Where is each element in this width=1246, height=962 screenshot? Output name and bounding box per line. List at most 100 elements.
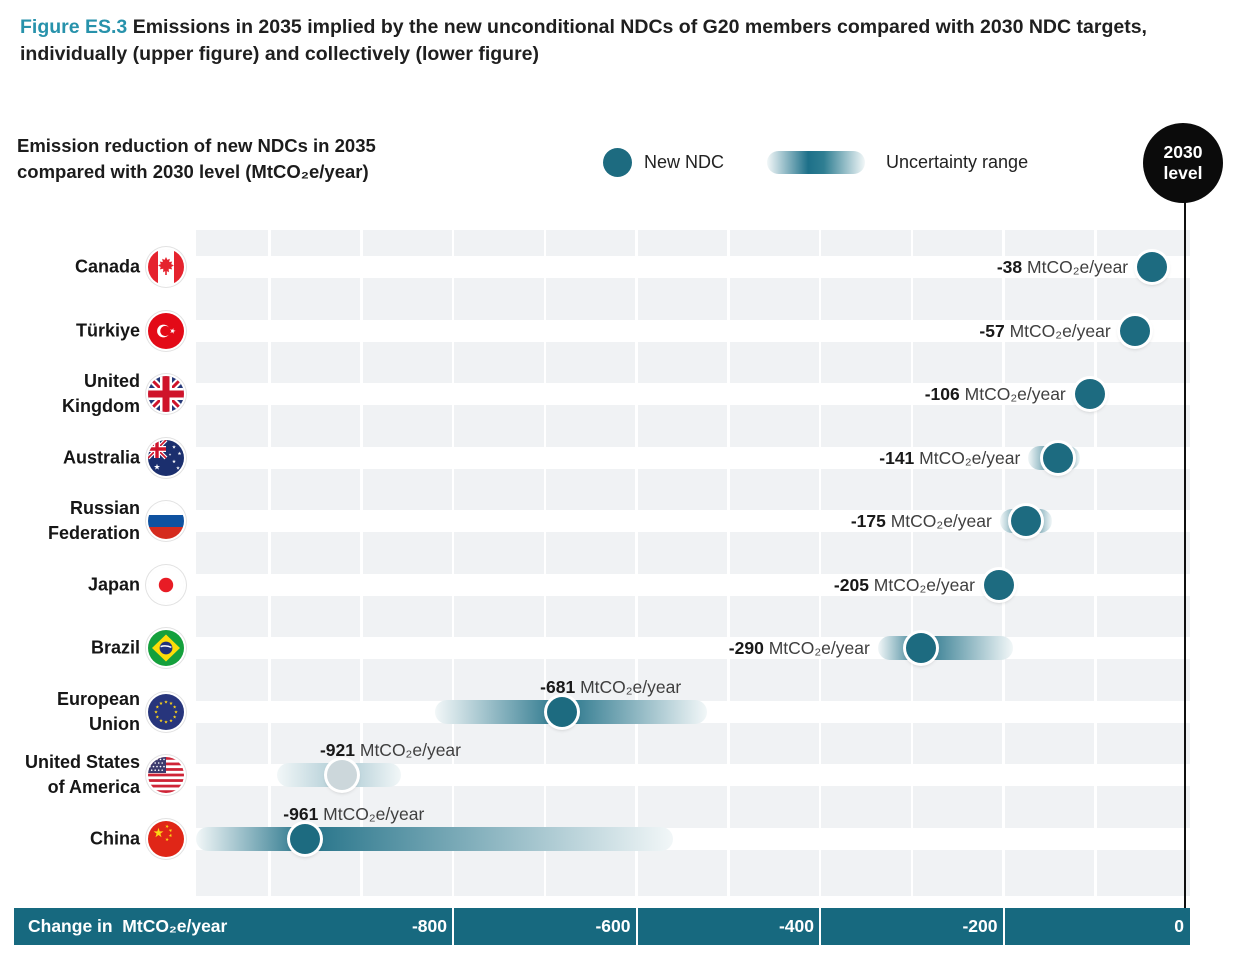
value-label: -961 MtCO₂e/year	[283, 802, 424, 826]
figure-number: Figure ES.3	[20, 16, 128, 38]
flag-jp-icon	[148, 566, 184, 603]
legend-uncertainty-range-icon	[767, 151, 865, 174]
figure-title-text: Emissions in 2035 implied by the new unc…	[20, 16, 1147, 65]
axis-tick-label: 0	[1174, 916, 1184, 936]
2030-level-badge-line1: 2030	[1163, 142, 1203, 162]
plot-background-stripe	[196, 341, 1190, 383]
figure-title: Figure ES.3 Emissions in 2035 implied by…	[20, 14, 1210, 68]
value-label: -38 MtCO₂e/year	[997, 255, 1128, 279]
country-label: Australia	[62, 447, 140, 467]
value-label: -57 MtCO₂e/year	[979, 319, 1110, 343]
gridline	[635, 230, 638, 896]
flag-us-icon	[148, 757, 184, 793]
gridline	[1094, 230, 1097, 896]
value-number: -205	[833, 574, 869, 595]
value-unit: MtCO₂e/year	[959, 384, 1066, 404]
value-label: -921 MtCO₂e/year	[320, 738, 461, 762]
plot-background-stripe	[196, 532, 1190, 574]
axis-separator	[635, 908, 638, 945]
country-label: European Union	[56, 688, 140, 734]
value-label: -106 MtCO₂e/year	[925, 382, 1066, 406]
value-number: -290	[728, 638, 764, 658]
chart-subtitle: Emission reduction of new NDCs in 2035 c…	[17, 135, 376, 182]
gridline	[543, 230, 546, 896]
value-unit: MtCO₂e/year	[914, 447, 1021, 468]
plot-background-stripe	[196, 849, 1190, 896]
plot-background-stripe	[196, 595, 1190, 637]
plot-background-stripe	[196, 405, 1190, 447]
new-ndc-dot	[1074, 379, 1105, 409]
2030-level-badge: 2030 level	[1143, 123, 1223, 203]
axis-tick-label: -200	[962, 916, 998, 936]
value-unit: MtCO₂e/year	[1004, 320, 1111, 341]
plot-background-stripe	[196, 230, 1190, 256]
axis-separator	[819, 908, 821, 945]
value-label: -681 MtCO₂e/year	[540, 675, 681, 699]
flag-ru-icon	[148, 503, 184, 539]
new-ndc-dot	[905, 633, 936, 663]
flag-br-icon	[148, 630, 184, 666]
value-unit: MtCO₂e/year	[868, 574, 975, 595]
country-label: United States of America	[24, 752, 140, 797]
value-unit: MtCO₂e/year	[885, 511, 992, 531]
value-label: -205 MtCO₂e/year	[834, 573, 975, 597]
value-number: -681	[540, 676, 576, 697]
value-unit: MtCO₂e/year	[1022, 257, 1129, 277]
axis-tick-label: -400	[778, 916, 814, 936]
gridline	[818, 230, 822, 896]
flag-tr-icon	[148, 312, 184, 349]
plot-background-stripe	[196, 278, 1190, 320]
gridline	[360, 230, 363, 896]
new-ndc-dot	[1042, 442, 1073, 473]
gridline	[910, 230, 913, 896]
value-number: -921	[319, 740, 355, 760]
value-number: -141	[879, 447, 915, 468]
flag-cn-icon	[148, 820, 184, 857]
new-ndc-dot	[983, 569, 1014, 600]
new-ndc-dot	[1119, 315, 1150, 346]
value-unit: MtCO₂e/year	[355, 740, 461, 760]
gridline	[1002, 230, 1005, 896]
new-ndc-dot	[1011, 506, 1042, 536]
value-label: -175 MtCO₂e/year	[851, 509, 992, 533]
flag-au-icon	[148, 439, 184, 476]
value-unit: MtCO₂e/year	[318, 803, 425, 824]
country-label: Russian Federation	[47, 498, 140, 543]
value-label: -141 MtCO₂e/year	[879, 446, 1020, 470]
plot-background-stripe	[196, 659, 1190, 701]
flag-gb-icon	[148, 376, 184, 412]
legend-new-ndc-label: New NDC	[644, 152, 725, 172]
legend-uncertainty-range-label: Uncertainty range	[886, 152, 1029, 172]
uncertainty-band	[196, 826, 674, 851]
country-label: Canada	[74, 256, 140, 277]
new-ndc-dot	[547, 696, 578, 727]
value-unit: MtCO₂e/year	[575, 676, 682, 697]
flag-eu-icon	[148, 693, 184, 730]
value-number: -38	[996, 257, 1023, 277]
axis-separator	[1002, 908, 1005, 945]
value-number: -961	[283, 803, 319, 824]
gridline	[268, 230, 271, 896]
plot-background-stripe	[196, 468, 1190, 510]
x-axis-bar: Change in MtCO₂e/year -800 -600 -400 -200 0	[14, 908, 1190, 945]
country-label: Japan	[87, 574, 140, 594]
value-label: -290 MtCO₂e/year	[729, 636, 870, 660]
gridline	[451, 230, 455, 896]
2030-level-reference-line	[1183, 200, 1187, 908]
new-ndc-dot	[1137, 252, 1168, 282]
country-label: Brazil	[90, 637, 140, 658]
value-number: -106	[924, 384, 960, 404]
country-label: United Kingdom	[62, 371, 140, 416]
country-label: China	[89, 828, 140, 848]
value-unit: MtCO₂e/year	[763, 638, 870, 658]
gridline	[727, 230, 730, 896]
uncertainty-band	[877, 636, 1013, 660]
value-number: -57	[979, 320, 1005, 341]
country-label: Türkiye	[75, 320, 140, 340]
legend-new-ndc-dot-icon	[603, 148, 632, 177]
x-axis-label: Change in MtCO₂e/year	[28, 916, 228, 936]
new-ndc-dot	[290, 823, 321, 854]
new-ndc-dot	[326, 760, 357, 790]
